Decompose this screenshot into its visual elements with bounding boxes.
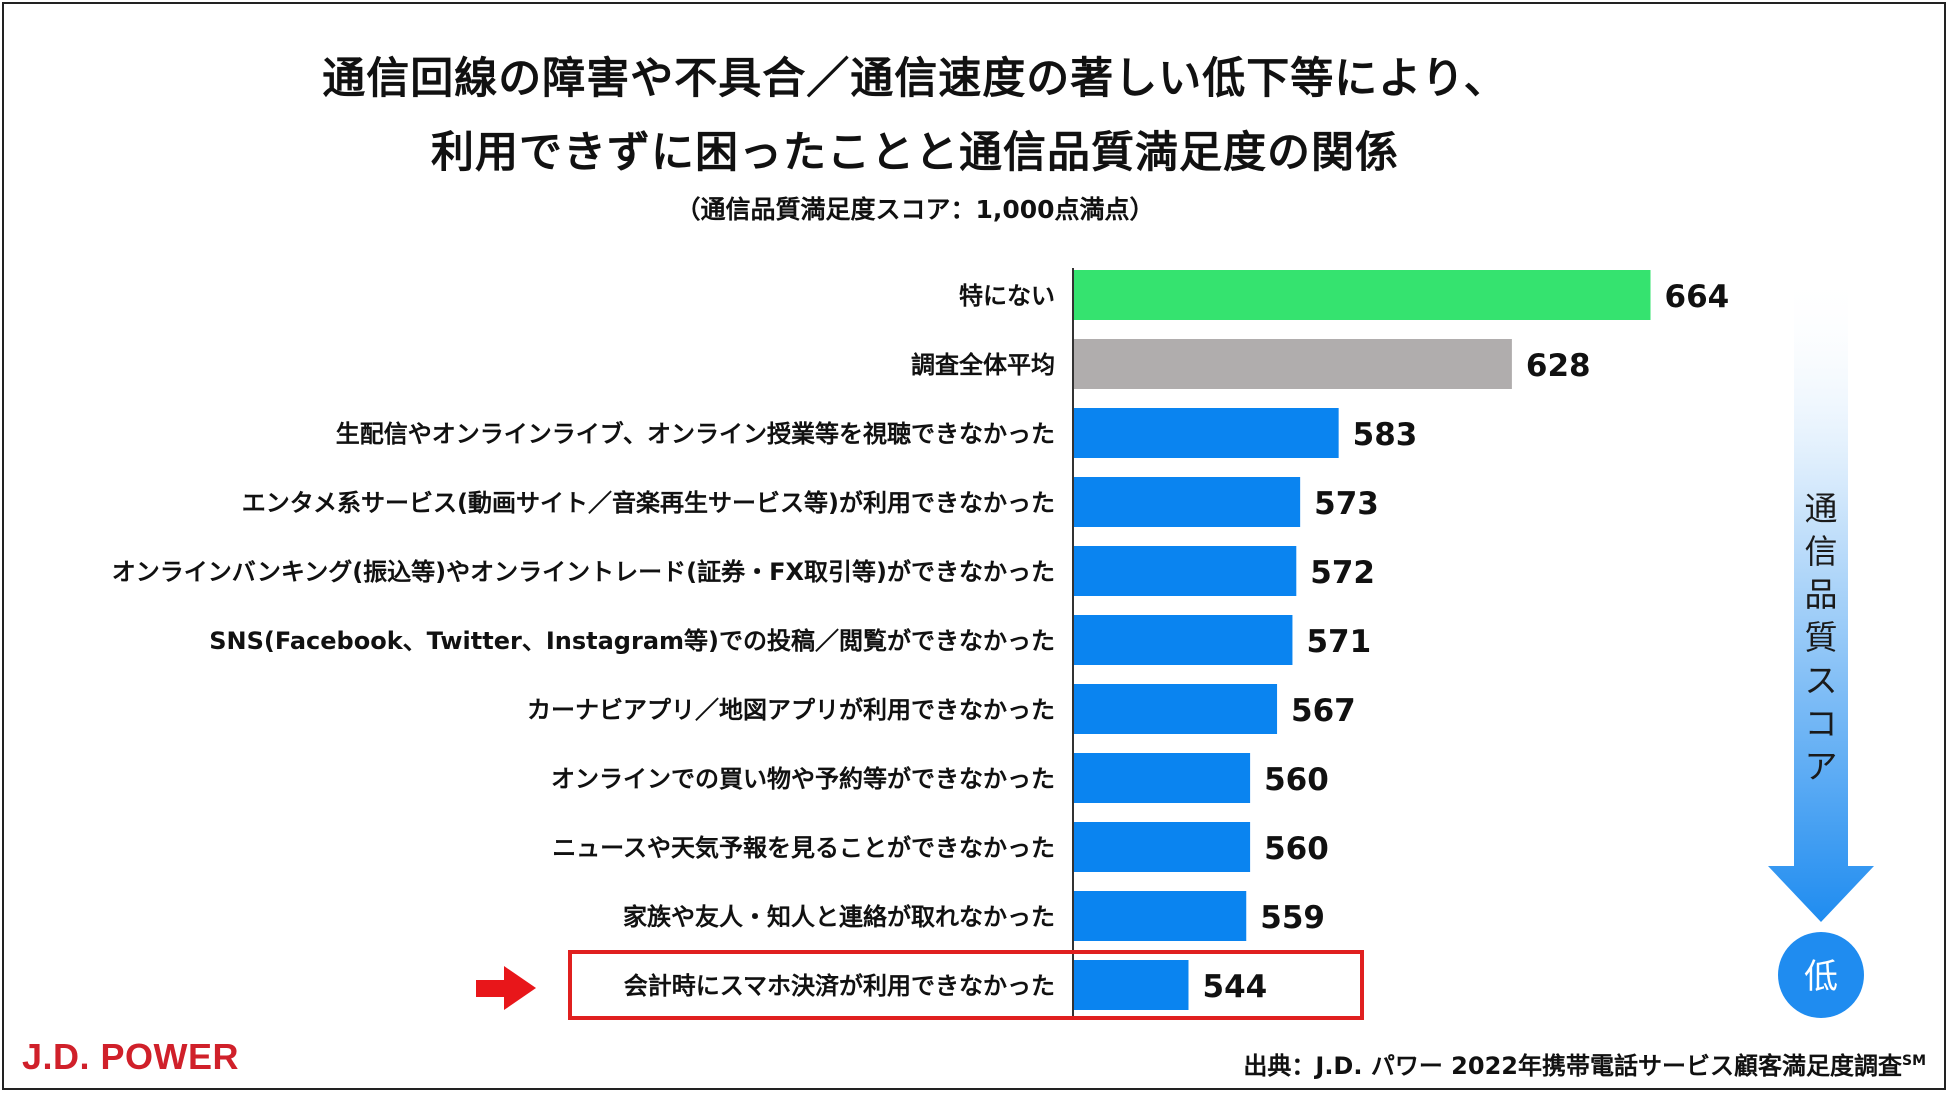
jd-power-logo: J.D. POWER (22, 1036, 240, 1077)
bars-layer: 特にない 664 調査全体平均 628 生配信やオンラインライブ、オンライン授業等を視聴… (112, 270, 1729, 1010)
value-label-8: 560 (1264, 831, 1329, 867)
highlight-box (568, 950, 1364, 1020)
category-label-2: 生配信やオンラインライブ、オンライン授業等を視聴できなかった (336, 420, 1055, 448)
category-label-10: 会計時にスマホ決済が利用できなかった (624, 972, 1055, 1000)
bar-7 (1073, 753, 1251, 803)
value-label-6: 567 (1291, 693, 1356, 729)
chart-title-line1: 通信回線の障害や不具合／通信速度の著しい低下等により、 (322, 54, 1508, 104)
score-axis-label: 通信品質スコア (1805, 489, 1838, 786)
chart-title-line2: 利用できずに困ったことと通信品質満足度の関係 (431, 128, 1399, 178)
bar-10 (1073, 960, 1189, 1010)
score-direction-indicator: 通信品質スコア 低 (1768, 274, 1874, 1018)
pointer-arrow-icon (476, 966, 536, 1010)
bar-3 (1073, 477, 1301, 527)
low-badge (1778, 932, 1864, 1018)
value-label-9: 559 (1260, 900, 1325, 936)
value-label-0: 664 (1665, 279, 1730, 315)
source-note: 出典：J.D. パワー 2022年携帯電話サービス顧客満足度調査SM (1243, 1046, 1926, 1081)
category-label-1: 調査全体平均 (911, 351, 1055, 379)
category-label-6: カーナビアプリ／地図アプリが利用できなかった (527, 696, 1055, 724)
value-label-4: 572 (1310, 555, 1375, 591)
value-label-3: 573 (1314, 486, 1379, 522)
low-label: 低 (1804, 957, 1838, 997)
bar-1 (1073, 339, 1512, 389)
value-label-2: 583 (1353, 417, 1418, 453)
category-label-7: オンラインでの買い物や予約等ができなかった (551, 765, 1055, 793)
chart-subtitle: （通信品質満足度スコア：1,000点満点） (675, 195, 1155, 224)
value-label-10: 544 (1203, 969, 1268, 1005)
category-label-9: 家族や友人・知人と連絡が取れなかった (623, 903, 1055, 931)
bar-6 (1073, 684, 1278, 734)
value-label-5: 571 (1306, 624, 1371, 660)
bar-9 (1073, 891, 1247, 941)
category-label-8: ニュースや天気予報を見ることができなかった (552, 834, 1055, 862)
category-label-4: オンラインバンキング(振込等)やオンライントレード(証券・FX取引等)ができなか… (112, 558, 1055, 586)
category-label-5: SNS(Facebook、Twitter、Instagram等)での投稿／閲覧が… (209, 627, 1055, 655)
bar-4 (1073, 546, 1297, 596)
bar-8 (1073, 822, 1251, 872)
category-label-0: 特にない (959, 282, 1055, 310)
value-label-7: 560 (1264, 762, 1329, 798)
value-label-1: 628 (1526, 348, 1591, 384)
down-arrow-icon (1768, 274, 1874, 922)
service-mark: SM (1901, 1053, 1926, 1069)
bar-2 (1073, 408, 1339, 458)
bar-0 (1073, 270, 1651, 320)
bar-5 (1073, 615, 1293, 665)
source-text: 出典：J.D. パワー 2022年携帯電話サービス顧客満足度調査 (1243, 1052, 1902, 1080)
category-label-3: エンタメ系サービス(動画サイト／音楽再生サービス等)が利用できなかった (242, 489, 1055, 517)
